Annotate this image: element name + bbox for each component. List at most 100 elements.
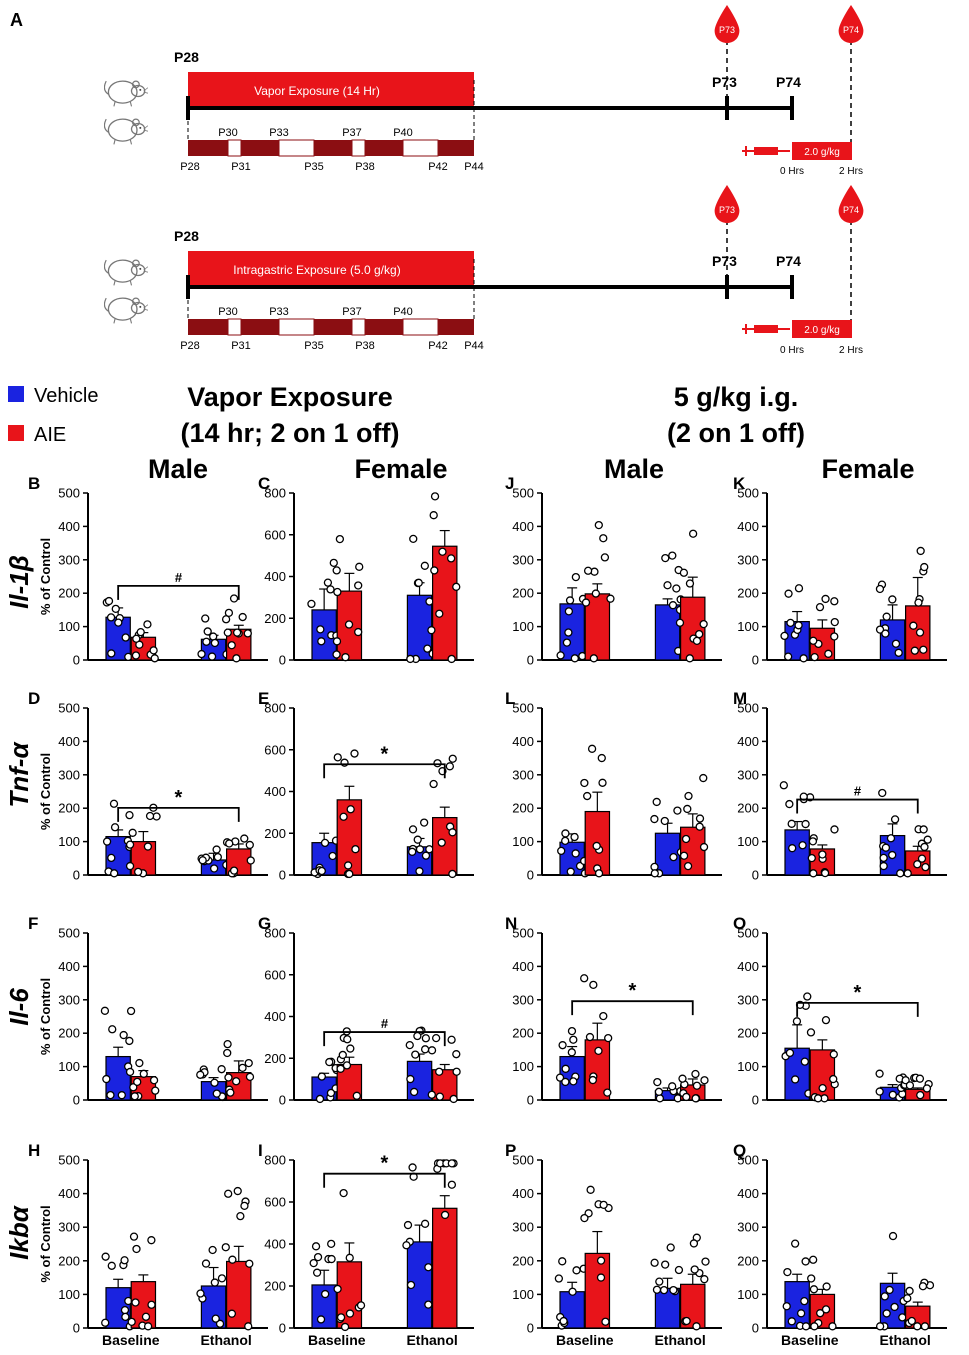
header-vapor-line2: (14 hr; 2 on 1 off) <box>180 418 399 448</box>
data-point <box>801 1257 810 1266</box>
data-point <box>225 839 234 848</box>
data-point <box>111 604 120 613</box>
data-point <box>101 1318 110 1327</box>
data-point <box>130 1092 139 1101</box>
data-point <box>661 553 670 563</box>
data-point <box>141 1312 151 1321</box>
panel-letter: P <box>505 1141 516 1160</box>
data-point <box>650 1258 659 1267</box>
y-tick-label: 100 <box>737 619 759 634</box>
drop-label-p74: P74 <box>843 25 859 35</box>
data-point <box>830 632 839 641</box>
svg-text:Il-1β: Il-1β <box>4 555 34 609</box>
header-female: Female <box>821 454 914 484</box>
data-point <box>780 631 789 641</box>
data-point <box>875 1069 884 1078</box>
data-point <box>561 1064 570 1073</box>
data-point <box>211 1314 220 1323</box>
schedule-label: P35 <box>304 161 324 173</box>
data-point <box>580 778 589 788</box>
data-point <box>149 646 158 655</box>
y-tick-label: 400 <box>264 784 286 799</box>
y-tick-label: 100 <box>512 1287 534 1302</box>
data-point <box>421 851 431 860</box>
data-point <box>339 812 348 821</box>
chart-panel-P: P 0 100 200 300 400 500 Baseline Ethanol <box>505 1141 722 1348</box>
y-tick-label: 500 <box>512 701 534 716</box>
data-point <box>569 1077 578 1086</box>
data-point <box>128 828 137 837</box>
data-point <box>923 835 932 844</box>
y-tick-label: 800 <box>264 701 286 716</box>
data-point <box>570 832 579 842</box>
data-point <box>800 1057 809 1066</box>
x-tick-label: Ethanol <box>879 1332 930 1348</box>
data-point <box>448 828 457 837</box>
y-tick-label: 0 <box>73 1093 80 1108</box>
y-tick-label: 500 <box>58 486 80 501</box>
data-point <box>430 492 440 501</box>
data-point <box>423 644 432 653</box>
data-point <box>558 1041 567 1050</box>
data-point <box>791 1075 800 1084</box>
data-point <box>830 825 839 834</box>
data-point <box>125 840 135 849</box>
data-point <box>445 762 455 771</box>
data-point <box>794 621 803 630</box>
schedule-label: P31 <box>231 161 251 173</box>
data-point <box>813 1094 823 1103</box>
data-point <box>555 1073 565 1082</box>
data-point <box>882 612 891 621</box>
chart-panel-I: I 0 200 400 600 800 Baseline Ethanol * <box>258 1141 474 1348</box>
data-point <box>905 1081 915 1090</box>
y-tick-label: 800 <box>264 1153 286 1168</box>
schedule-label: P40 <box>393 306 413 318</box>
data-point <box>880 1292 889 1301</box>
chart-panel-B: B 0 100 200 300 400 500 % of Control # <box>28 474 268 668</box>
data-point <box>896 869 905 878</box>
data-point <box>343 1035 352 1044</box>
chart-panel-N: N 0 100 200 300 400 500 * <box>505 914 722 1108</box>
exposure-label: Intragastric Exposure (5.0 g/kg) <box>233 263 400 277</box>
data-point <box>342 1061 352 1070</box>
y-tick-label: 0 <box>527 868 534 883</box>
charts: B 0 100 200 300 400 500 % of Control # C 0 200 400 60… <box>28 474 947 1348</box>
significance-marker: # <box>854 784 862 799</box>
drop-label-p74: P74 <box>843 205 859 215</box>
y-tick-label: 0 <box>752 1321 759 1336</box>
bar-vehicle <box>784 829 810 876</box>
data-point <box>915 1074 925 1083</box>
data-point <box>332 637 342 646</box>
data-point <box>586 1185 595 1194</box>
y-tick-label: 100 <box>512 1059 534 1074</box>
legend-label-vehicle: Vehicle <box>34 385 99 407</box>
data-point <box>101 1252 110 1261</box>
gene-label-base: Tnf- <box>4 759 34 808</box>
data-point <box>224 608 234 617</box>
data-point <box>885 1285 894 1295</box>
data-point <box>339 1188 348 1198</box>
y-tick-label: 300 <box>737 1220 759 1235</box>
data-point <box>801 819 810 829</box>
data-point <box>561 829 570 838</box>
data-point <box>149 1076 159 1085</box>
data-point <box>596 1256 606 1265</box>
data-point <box>557 846 566 856</box>
data-point <box>888 1231 898 1241</box>
chart-panel-Q: Q 0 100 200 300 400 500 Baseline Ethanol <box>733 1141 947 1348</box>
data-point <box>449 1094 458 1104</box>
y-tick-label: 300 <box>512 767 534 782</box>
y-tick-label: 300 <box>512 552 534 567</box>
data-point <box>801 1322 811 1331</box>
data-point <box>345 1309 355 1318</box>
y-tick-label: 0 <box>279 868 286 883</box>
y-tick-label: 300 <box>512 1220 534 1235</box>
exposure-bar <box>188 72 474 108</box>
data-point <box>332 650 341 659</box>
data-point <box>695 814 705 823</box>
syringe-icon <box>742 324 790 334</box>
female-mouse-icon <box>104 297 148 325</box>
data-point <box>435 1067 444 1076</box>
data-point <box>328 851 337 861</box>
y-tick-label: 800 <box>264 926 286 941</box>
